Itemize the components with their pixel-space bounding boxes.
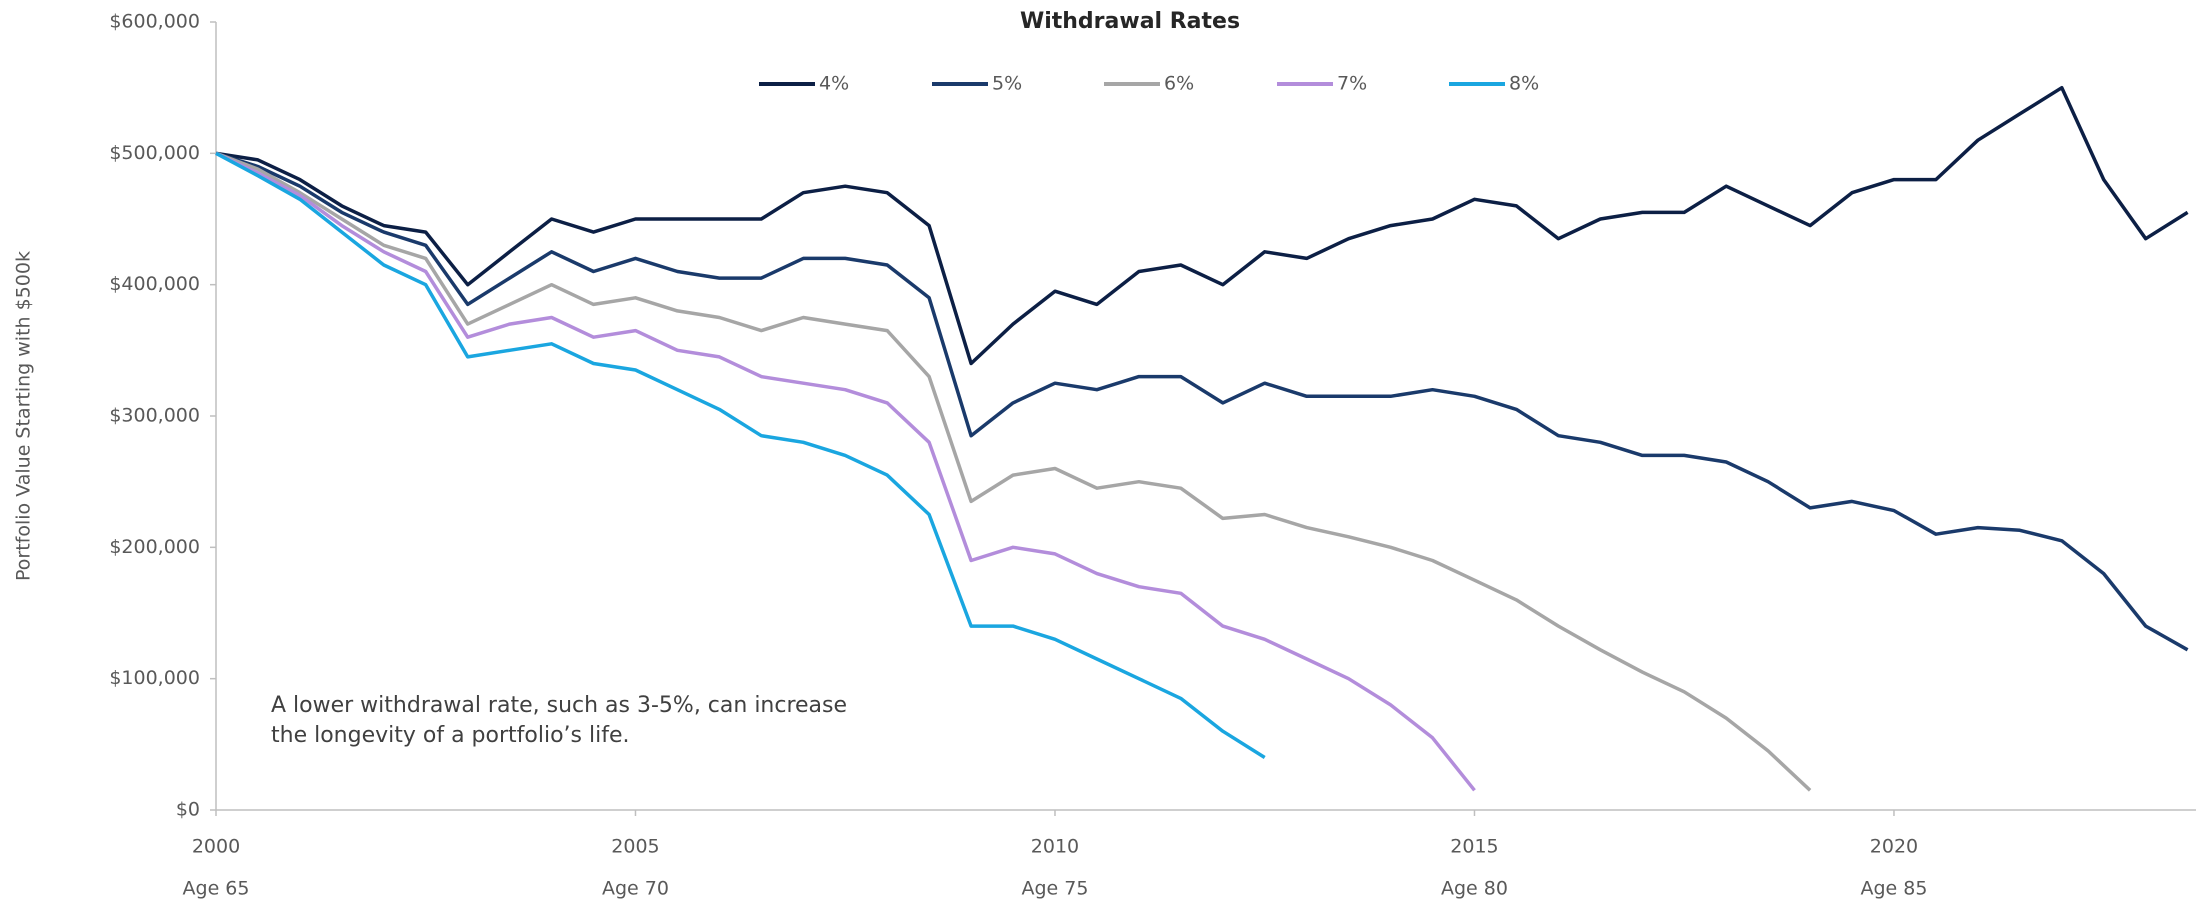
series-line bbox=[215, 151, 1812, 792]
x-tick-age: Age 65 bbox=[183, 878, 250, 900]
y-tick-label: $600,000 bbox=[109, 11, 200, 33]
x-tick-age: Age 70 bbox=[602, 878, 669, 900]
x-tick-age: Age 75 bbox=[1021, 878, 1088, 900]
y-axis-label: Portfolio Value Starting with $500k bbox=[13, 251, 35, 581]
y-tick-label: $500,000 bbox=[109, 142, 200, 164]
annotation: A lower withdrawal rate, such as 3-5%, c… bbox=[271, 693, 847, 718]
legend-label: 6% bbox=[1164, 73, 1194, 95]
y-tick-label: $300,000 bbox=[109, 405, 200, 427]
y-tick-label: $100,000 bbox=[109, 667, 200, 689]
annotation: the longevity of a portfolio’s life. bbox=[271, 723, 630, 748]
legend-label: 7% bbox=[1337, 73, 1367, 95]
legend-label: 5% bbox=[992, 73, 1022, 95]
series-line bbox=[215, 85, 2189, 366]
series-line bbox=[215, 151, 1266, 759]
legend-label: 8% bbox=[1509, 73, 1539, 95]
x-tick-label: 2010 bbox=[1031, 836, 1079, 858]
x-tick-label: 2000 bbox=[192, 836, 240, 858]
chart-title: Withdrawal Rates bbox=[1020, 9, 1240, 34]
y-tick-label: $200,000 bbox=[109, 536, 200, 558]
x-tick-label: 2015 bbox=[1450, 836, 1498, 858]
legend-label: 4% bbox=[819, 73, 849, 95]
y-tick-label: $0 bbox=[176, 799, 200, 821]
series-line bbox=[215, 151, 2189, 652]
x-tick-label: 2020 bbox=[1870, 836, 1918, 858]
x-tick-age: Age 80 bbox=[1441, 878, 1508, 900]
x-tick-age: Age 85 bbox=[1860, 878, 1927, 900]
x-tick-label: 2005 bbox=[611, 836, 659, 858]
y-tick-label: $400,000 bbox=[109, 273, 200, 295]
series-line bbox=[215, 151, 1476, 792]
